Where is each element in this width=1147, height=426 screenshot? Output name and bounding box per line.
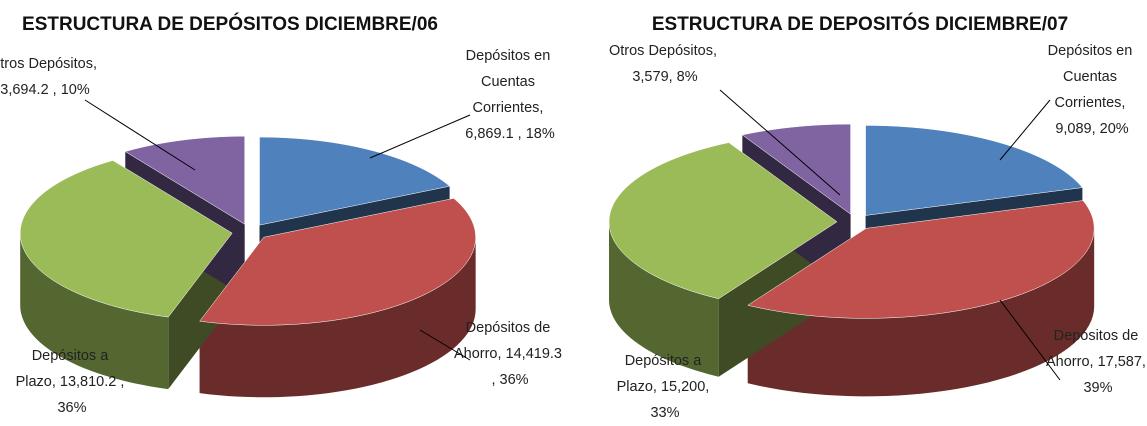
pie bbox=[19, 136, 476, 398]
leader-line bbox=[999, 99, 1051, 161]
leader-line bbox=[719, 89, 841, 196]
data-label: Depósitos de Ahorro, 14,419.3 , 36% bbox=[454, 320, 566, 388]
slice bbox=[199, 198, 476, 326]
slice-side bbox=[199, 237, 476, 398]
slice-side bbox=[747, 228, 1095, 397]
leader-line bbox=[84, 99, 196, 171]
data-label: Depósitos en Cuentas Corrientes, 6,869.1… bbox=[465, 48, 555, 142]
data-label: Depósitos de Ahorro, 17,587, 39% bbox=[1046, 328, 1147, 396]
data-label: Otros Depósitos, 3,694.2 , 10% bbox=[0, 56, 101, 98]
slice-side bbox=[20, 233, 169, 390]
pie bbox=[608, 123, 1095, 397]
data-label: Depósitos a Plazo, 15,200, 33% bbox=[617, 353, 714, 421]
leader-line bbox=[419, 329, 471, 361]
slice bbox=[259, 136, 451, 226]
leader-line bbox=[369, 114, 471, 159]
slice bbox=[124, 136, 245, 225]
slice bbox=[741, 123, 851, 215]
slice bbox=[19, 160, 233, 318]
data-label: Depósitos a Plazo, 13,810.2 , 36% bbox=[16, 348, 129, 416]
data-label: Otros Depósitos, 3,579, 8% bbox=[609, 43, 721, 85]
slice bbox=[608, 142, 838, 299]
slice-side bbox=[609, 221, 719, 377]
chart-title: ESTRUCTURA DE DEPÓSITOS DICIEMBRE/06 bbox=[22, 13, 438, 35]
slice bbox=[865, 125, 1083, 216]
slice bbox=[747, 200, 1095, 319]
leader-line bbox=[999, 299, 1061, 381]
chart-title: ESTRUCTURA DE DEPOSITÓS DICIEMBRE/07 bbox=[652, 13, 1068, 35]
data-label: Depósitos en Cuentas Corrientes, 9,089, … bbox=[1048, 43, 1137, 137]
